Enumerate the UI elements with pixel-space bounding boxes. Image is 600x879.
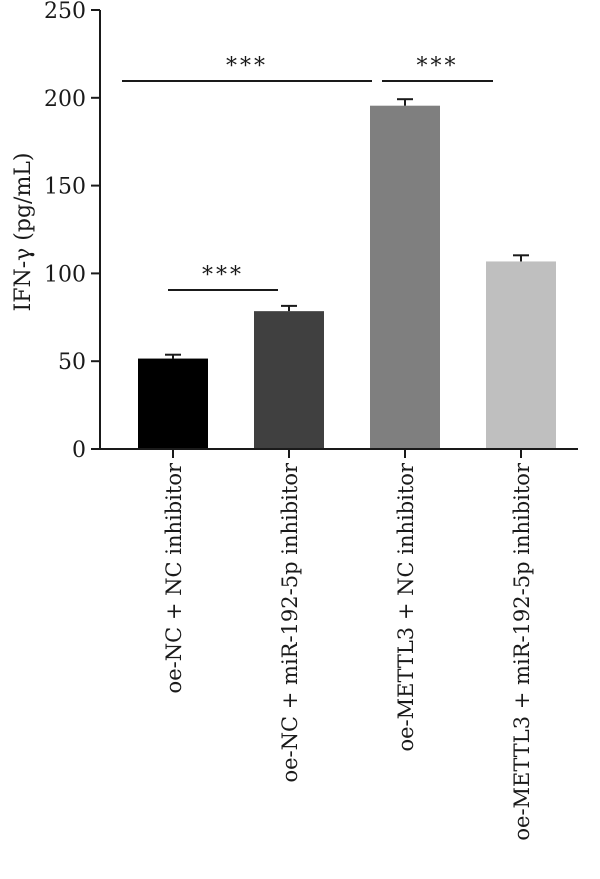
bar bbox=[370, 105, 440, 450]
y-axis: 0 50 100 150 200 250 bbox=[44, 0, 101, 463]
significance-label: *** bbox=[417, 54, 459, 79]
significance-label: *** bbox=[226, 54, 268, 79]
x-tick-label: oe-NC + miR-192-5p inhibitor bbox=[278, 462, 302, 782]
y-tick-label: 0 bbox=[72, 438, 86, 463]
x-tick-label: oe-NC + NC inhibitor bbox=[162, 462, 186, 693]
x-axis: oe-NC + NC inhibitor oe-NC + miR-192-5p i… bbox=[100, 448, 578, 841]
y-tick-label: 150 bbox=[44, 175, 86, 200]
y-tick-label: 100 bbox=[44, 262, 86, 287]
y-axis-title: IFN-γ (pg/mL) bbox=[11, 153, 36, 312]
y-tick-label: 50 bbox=[58, 350, 86, 375]
bar bbox=[486, 261, 556, 449]
x-tick-label: oe-METTL3 + NC inhibitor bbox=[394, 462, 418, 751]
bar bbox=[138, 358, 208, 449]
x-tick-label: oe-METTL3 + miR-192-5p inhibitor bbox=[510, 462, 534, 841]
bar bbox=[254, 311, 324, 449]
significance-annotations: *** *** *** bbox=[122, 54, 493, 291]
y-tick-label: 250 bbox=[44, 0, 86, 24]
significance-label: *** bbox=[202, 263, 244, 288]
bars bbox=[138, 98, 556, 450]
y-tick-label: 200 bbox=[44, 87, 86, 112]
